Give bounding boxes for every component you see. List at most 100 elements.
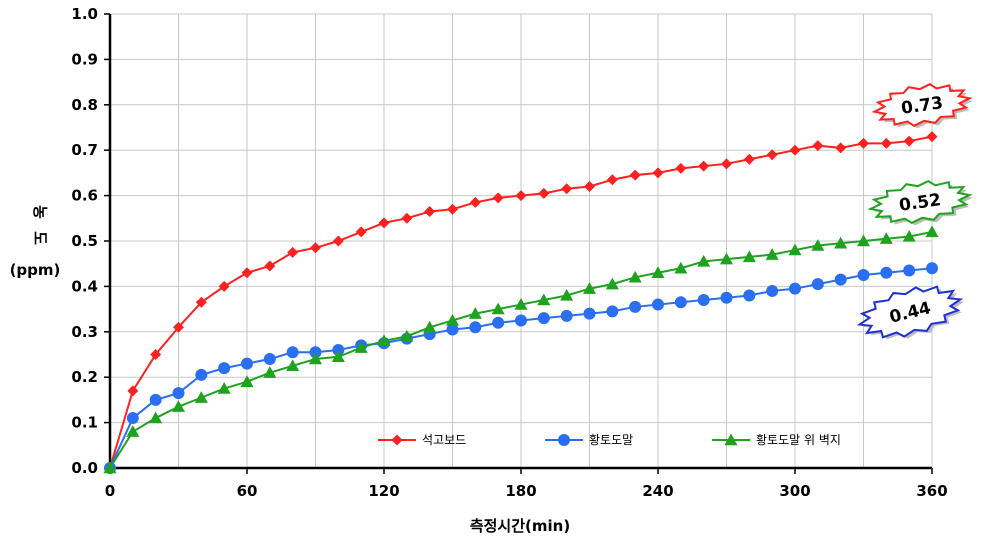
data-point-diamond: [195, 296, 207, 308]
data-point-circle: [766, 284, 779, 297]
data-point-diamond: [835, 142, 847, 154]
data-point-triangle: [423, 320, 437, 333]
data-point-triangle: [902, 229, 916, 242]
data-point-circle: [857, 269, 870, 282]
data-point-circle: [492, 316, 505, 329]
data-point-triangle: [172, 400, 185, 412]
data-point-triangle: [537, 293, 551, 306]
y-axis-label-line-3: (ppm): [10, 261, 61, 279]
data-point-triangle: [240, 375, 254, 387]
data-point-diamond: [401, 212, 413, 224]
data-point-triangle: [925, 225, 939, 238]
data-point-circle: [674, 296, 687, 309]
data-point-circle: [583, 307, 596, 320]
data-point-circle: [241, 357, 253, 370]
y-tick-label: 0.9: [71, 50, 98, 68]
x-tick-labels: 0 60 120 180 240 300 360: [105, 482, 948, 500]
data-point-diamond: [355, 226, 367, 238]
y-tick-label: 0.3: [71, 323, 98, 341]
data-point-diamond: [378, 217, 390, 229]
data-point-triangle: [742, 250, 756, 263]
data-point-diamond: [150, 349, 162, 360]
data-point-diamond: [675, 162, 687, 174]
data-point-circle: [515, 314, 527, 327]
data-point-triangle: [377, 334, 391, 347]
data-point-circle: [926, 262, 938, 275]
y-axis-label-line-1: 농: [31, 205, 49, 219]
y-tick-label: 0.2: [71, 368, 98, 386]
data-point-circle: [743, 289, 756, 302]
data-point-diamond: [424, 205, 436, 217]
series-3: [103, 225, 939, 474]
data-point-diamond: [332, 235, 344, 247]
data-point-diamond: [287, 246, 299, 258]
legend-label: 황토도말: [589, 433, 633, 447]
data-point-circle: [880, 266, 893, 279]
data-point-diamond: [698, 160, 710, 172]
data-point-circle: [446, 323, 459, 336]
data-point-diamond: [606, 174, 618, 186]
data-point-triangle: [811, 239, 825, 251]
data-point-circle: [811, 278, 824, 291]
data-point-circle: [629, 300, 642, 313]
data-point-circle: [834, 273, 847, 286]
data-point-circle: [720, 291, 733, 304]
data-point-circle: [309, 346, 322, 359]
data-point-diamond: [241, 267, 253, 279]
y-tick-label: 1.0: [71, 5, 98, 23]
data-point-circle: [263, 353, 276, 366]
data-point-diamond: [264, 260, 276, 272]
data-point-circle: [286, 346, 299, 359]
data-point-triangle: [263, 366, 277, 378]
data-point-diamond: [469, 196, 481, 208]
legend-item-1: 석고보드: [378, 433, 466, 447]
callout-2: 0.52: [867, 180, 973, 226]
data-point-diamond: [926, 131, 938, 143]
data-point-triangle: [194, 391, 208, 403]
data-point-triangle: [879, 232, 893, 244]
data-point-triangle: [560, 288, 574, 301]
data-point-diamond: [310, 242, 321, 254]
data-point-diamond: [515, 190, 527, 202]
data-point-triangle: [651, 266, 665, 278]
series-1: [104, 131, 938, 474]
data-point-diamond: [629, 169, 641, 181]
data-point-triangle: [446, 313, 459, 326]
data-point-diamond: [743, 153, 755, 165]
axes: [104, 13, 933, 474]
data-point-diamond: [173, 321, 184, 333]
data-point-triangle: [628, 270, 642, 283]
x-tick-label: 120: [368, 482, 399, 500]
data-point-diamond: [538, 187, 550, 199]
data-point-triangle: [857, 234, 870, 247]
data-point-diamond: [789, 144, 801, 156]
data-point-diamond: [880, 137, 892, 149]
x-tick-label: 180: [505, 482, 536, 500]
legend-item-3: 황토도말 위 벽지: [712, 433, 841, 447]
data-point-triangle: [724, 433, 738, 446]
data-point-circle: [126, 412, 139, 425]
data-point-triangle: [400, 329, 414, 342]
data-point-circle: [606, 305, 619, 318]
value-callouts: 0.73 0.52 0.44: [856, 83, 973, 340]
callout-burst: [871, 83, 973, 127]
data-point-diamond: [858, 137, 869, 149]
data-point-triangle: [491, 302, 505, 315]
legend: 석고보드 황토도말 황토도말 위 벽지: [378, 433, 841, 447]
y-tick-label: 0.0: [71, 459, 98, 477]
data-point-triangle: [354, 341, 368, 353]
data-point-triangle: [720, 252, 733, 265]
data-point-diamond: [721, 158, 732, 170]
data-point-circle: [903, 264, 916, 277]
data-point-circle: [469, 321, 482, 334]
data-point-circle: [149, 393, 162, 406]
data-point-diamond: [218, 280, 230, 292]
x-tick-label: 240: [642, 482, 673, 500]
data-point-triangle: [697, 254, 711, 267]
data-point-diamond: [584, 181, 595, 193]
legend-label: 석고보드: [422, 433, 466, 447]
data-point-diamond: [812, 140, 824, 152]
data-point-diamond: [391, 434, 403, 446]
data-point-diamond: [492, 192, 504, 204]
